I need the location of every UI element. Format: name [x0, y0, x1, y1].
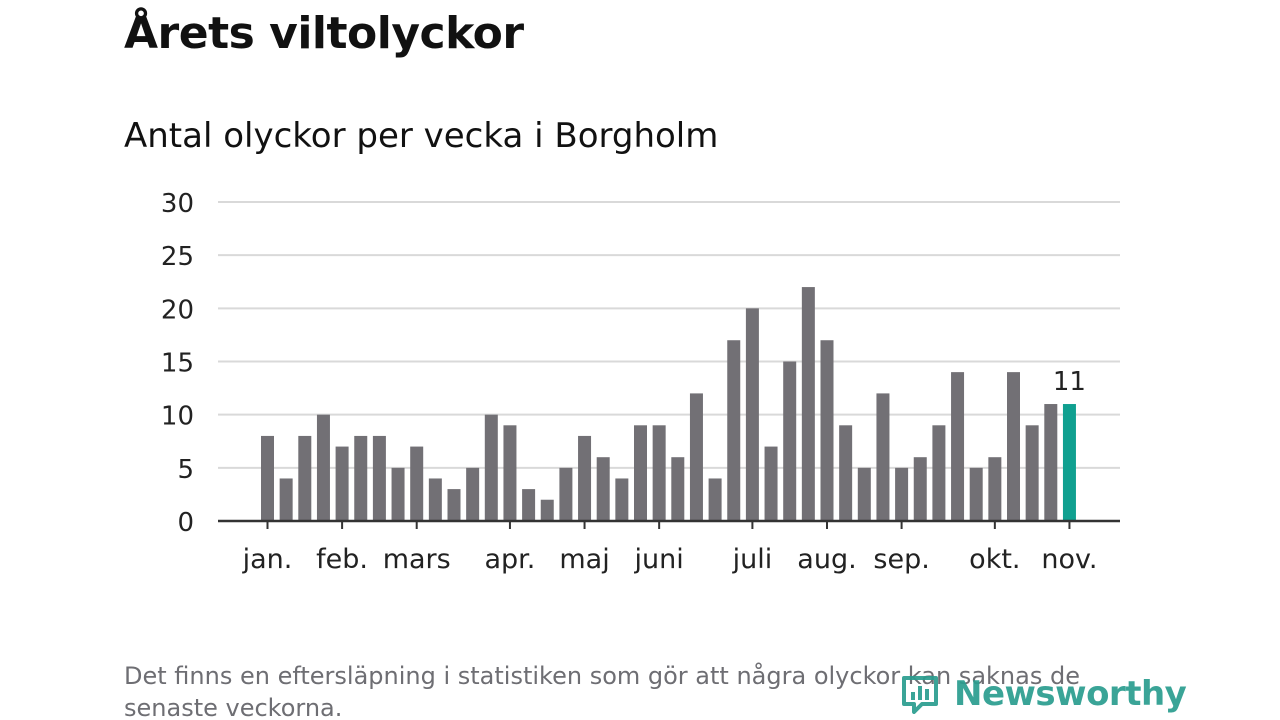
bar [261, 435, 274, 521]
x-tick-label: nov. [1041, 544, 1097, 575]
bar [503, 425, 517, 521]
y-tick-label: 25 [161, 242, 194, 272]
x-tick-label: maj [559, 544, 609, 575]
bars [261, 287, 1076, 521]
gridlines [218, 201, 1120, 469]
bar [820, 340, 834, 521]
bar [391, 467, 405, 521]
bar [634, 425, 647, 521]
bar [745, 308, 759, 521]
bar [279, 478, 293, 521]
bar [988, 457, 1002, 521]
bar-chart: 0 5 10 15 20 25 30 jan. feb. mars apr. maj juni juli… [161, 189, 1120, 575]
y-tick-label: 10 [161, 402, 194, 432]
bar [410, 446, 424, 521]
bar [615, 478, 629, 521]
newsworthy-logo: Newsworthy [900, 672, 1187, 716]
bar [783, 361, 797, 521]
y-tick-label: 15 [161, 349, 194, 379]
bar [316, 414, 330, 521]
bar [969, 467, 983, 521]
bar [466, 467, 480, 521]
bar [801, 287, 815, 521]
bar [727, 340, 741, 521]
y-tick-label: 0 [177, 508, 194, 538]
bar [578, 435, 592, 521]
x-tick-label: jan. [242, 544, 293, 575]
bar [951, 372, 965, 521]
bar [857, 467, 871, 521]
bar [596, 457, 610, 521]
bar [876, 393, 890, 521]
x-tick-label: juni [634, 544, 684, 575]
x-tick-label: sep. [873, 544, 929, 575]
bar [354, 435, 368, 521]
bar [372, 435, 386, 521]
bar-highlight [1062, 404, 1076, 521]
y-tick-label: 5 [177, 455, 194, 485]
x-tick-label: feb. [316, 544, 368, 575]
newsworthy-logo-icon [902, 676, 938, 714]
x-tick-label: okt. [969, 544, 1020, 575]
bar [671, 457, 685, 521]
bar [652, 425, 666, 521]
x-axis-tick-labels: jan. feb. mars apr. maj juni juli aug. sep. okt. n… [242, 544, 1098, 575]
bar [895, 467, 909, 521]
y-tick-label: 30 [161, 189, 194, 219]
bar [559, 467, 573, 521]
bar [335, 446, 349, 521]
y-tick-label: 20 [161, 295, 194, 325]
bar [689, 393, 703, 521]
x-tick-label: mars [383, 544, 451, 575]
bar [1007, 372, 1020, 521]
x-tick-label: aug. [797, 544, 856, 575]
bar [1044, 404, 1058, 521]
bar [522, 489, 536, 521]
logo-text: Newsworthy [954, 674, 1187, 714]
bar [913, 457, 927, 521]
chart-title: Årets viltolyckor [124, 8, 524, 59]
bar [540, 499, 554, 521]
x-tick-label: juli [732, 544, 773, 575]
chart-subtitle: Antal olyckor per vecka i Borgholm [124, 116, 719, 156]
data-labels: 11 [1053, 367, 1086, 397]
bar [447, 489, 461, 521]
bar [298, 435, 312, 521]
x-axis [218, 519, 1120, 529]
bar [1025, 425, 1039, 521]
bar [764, 446, 778, 521]
x-tick-label: apr. [485, 544, 536, 575]
bar [428, 478, 442, 521]
y-axis-tick-labels: 0 5 10 15 20 25 30 [161, 189, 194, 538]
bar [839, 425, 853, 521]
bar [932, 425, 946, 521]
bar [484, 414, 498, 521]
bar [708, 478, 722, 521]
data-label: 11 [1053, 367, 1086, 397]
